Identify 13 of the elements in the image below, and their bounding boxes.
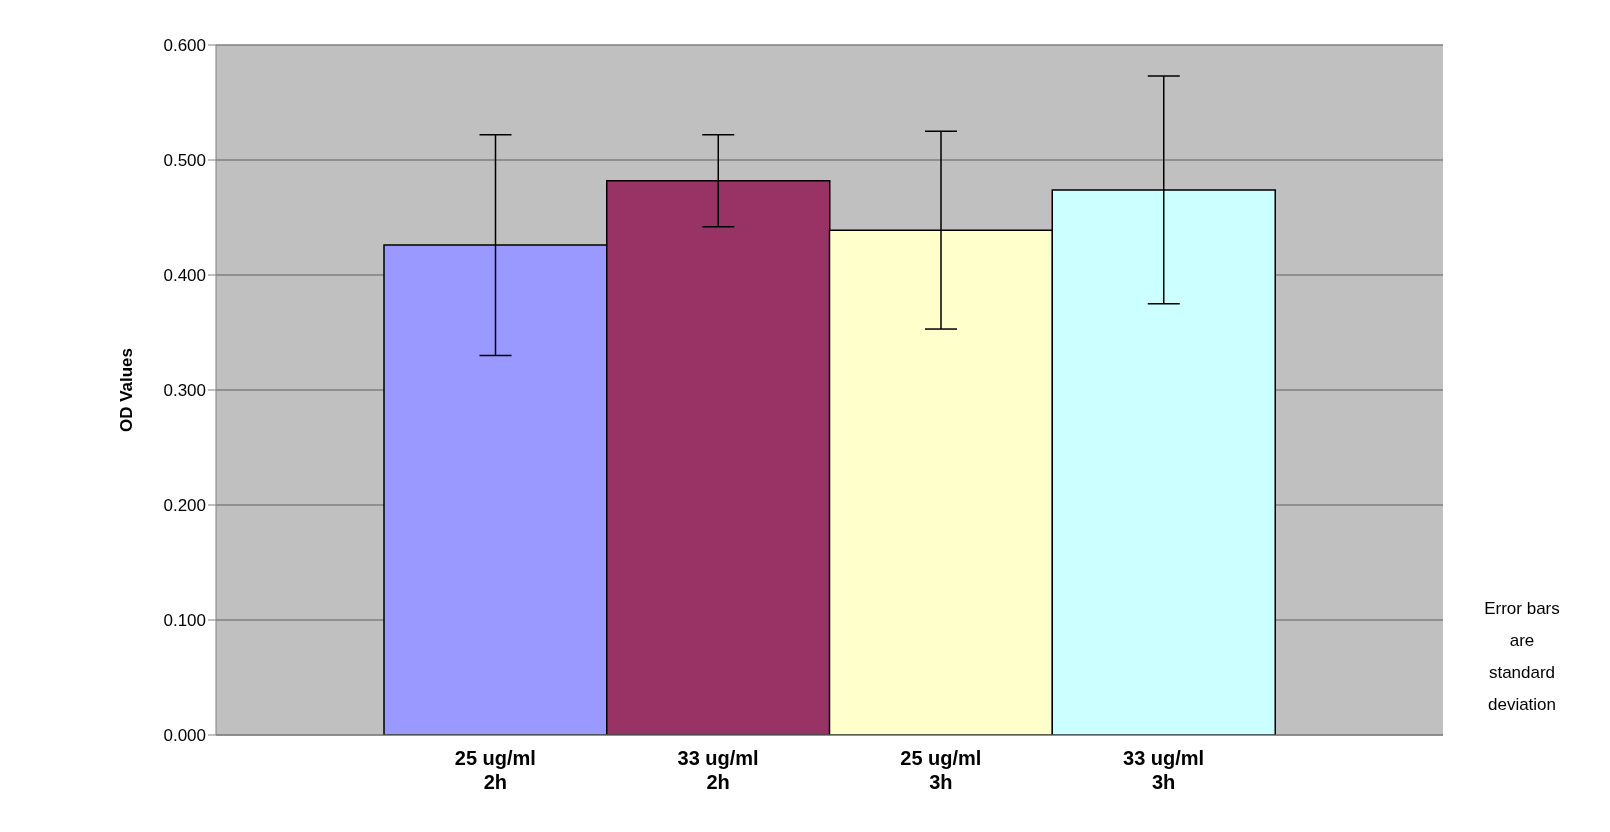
y-tick-label: 0.400 [163,266,206,286]
y-tick-label: 0.000 [163,726,206,746]
y-tick-label: 0.500 [163,151,206,171]
x-tick-label: 25 ug/ml 3h [900,747,982,793]
y-tick-label: 0.300 [163,381,206,401]
x-tick-label: 33 ug/ml 3h [1123,747,1205,793]
text: Error bars are standard deviation [1483,598,1561,716]
x-tick-label: 25 ug/ml 2h [454,747,536,793]
y-axis-title: OD Values [117,347,137,433]
x-tick-label: 33 ug/ml 2h [677,747,759,793]
y-tick-label: 0.600 [163,36,206,56]
y-tick-label: 0.200 [163,496,206,516]
y-tick-label: 0.100 [163,611,206,631]
